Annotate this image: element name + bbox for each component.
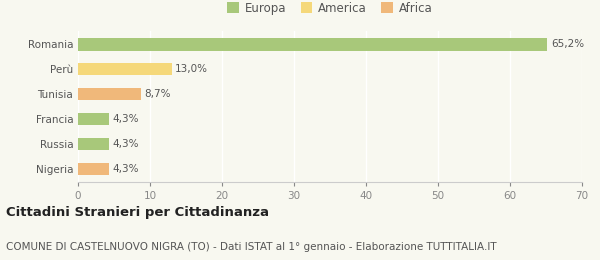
Legend: Europa, America, Africa: Europa, America, Africa — [223, 0, 437, 19]
Bar — [78, 38, 547, 50]
Bar — [78, 63, 172, 75]
Text: COMUNE DI CASTELNUOVO NIGRA (TO) - Dati ISTAT al 1° gennaio - Elaborazione TUTTI: COMUNE DI CASTELNUOVO NIGRA (TO) - Dati … — [6, 242, 497, 252]
Text: 65,2%: 65,2% — [551, 39, 584, 49]
Bar — [78, 138, 109, 150]
Text: 13,0%: 13,0% — [175, 64, 208, 74]
Text: 4,3%: 4,3% — [113, 164, 139, 174]
Bar — [78, 163, 109, 175]
Bar — [78, 88, 140, 100]
Text: Cittadini Stranieri per Cittadinanza: Cittadini Stranieri per Cittadinanza — [6, 206, 269, 219]
Text: 8,7%: 8,7% — [144, 89, 171, 99]
Text: 4,3%: 4,3% — [113, 114, 139, 124]
Text: 4,3%: 4,3% — [113, 139, 139, 149]
Bar — [78, 113, 109, 125]
